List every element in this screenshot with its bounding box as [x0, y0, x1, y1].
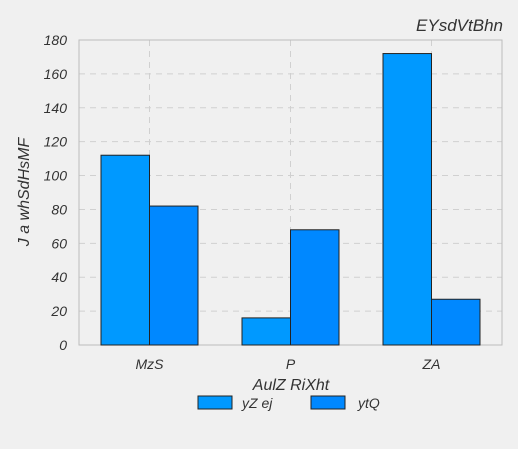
legend-swatch-series-2: [310, 395, 346, 410]
y-tick-label: 60: [51, 235, 67, 251]
legend-label-series-2: ytQ: [357, 395, 380, 411]
bar-group: [100, 53, 481, 346]
bar-P-series-2: [290, 229, 340, 346]
y-tick-label: 120: [44, 134, 68, 150]
y-tick-label: 140: [44, 100, 68, 116]
y-tick-label: 160: [44, 66, 68, 82]
bar-ZA-series-1: [382, 53, 432, 346]
y-tick-label: 100: [44, 168, 68, 184]
chart-title: EYsdVtBhn: [416, 16, 503, 35]
y-tick-label: 40: [51, 269, 67, 285]
y-tick-label: 80: [51, 201, 67, 217]
x-axis-label: AulZ RiXht: [252, 377, 330, 394]
y-axis-ticks: 0 20 40 60 80 100 120 140 160 180: [44, 32, 68, 353]
bar-ZA-series-2: [431, 298, 481, 346]
legend-label-series-1: yZ ej: [241, 395, 273, 411]
bar-MzS-series-1: [100, 154, 150, 346]
x-tick-label: P: [286, 356, 296, 372]
legend: yZ ej ytQ: [197, 395, 380, 411]
bar-P-series-1: [241, 317, 291, 346]
y-tick-label: 180: [44, 32, 68, 48]
bar-MzS-series-2: [149, 205, 199, 346]
y-tick-label: 20: [50, 303, 67, 319]
y-tick-label: 0: [59, 337, 67, 353]
legend-swatch-series-1: [197, 395, 233, 410]
x-axis-ticks: MzS P ZA: [136, 356, 441, 372]
y-axis-label: J a whSdHsMF: [16, 137, 33, 248]
x-tick-label: MzS: [136, 356, 165, 372]
x-tick-label: ZA: [422, 356, 441, 372]
